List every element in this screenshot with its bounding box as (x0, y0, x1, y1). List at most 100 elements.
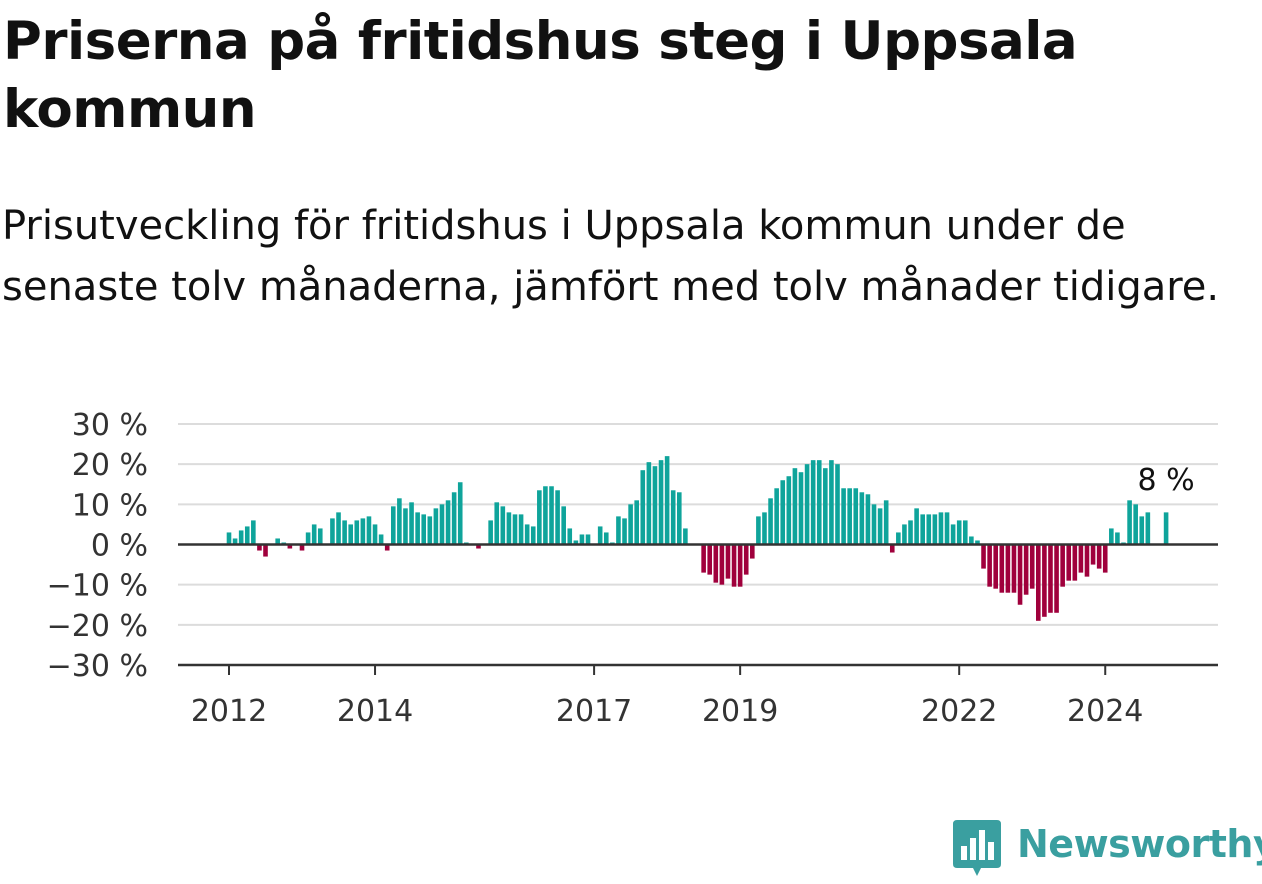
bar (1042, 544, 1047, 617)
latest-value-annotation: 8 % (1138, 463, 1195, 498)
bar (786, 476, 792, 545)
bar (579, 534, 585, 545)
x-tick-label: 2012 (191, 694, 267, 729)
bar (664, 456, 670, 545)
bar (713, 544, 719, 583)
bar (756, 516, 761, 545)
bar (938, 512, 944, 545)
x-axis-labels: 2012 2014 2017 2019 2022 2024 (191, 665, 1143, 729)
bar (372, 524, 378, 545)
bar (859, 492, 865, 545)
y-tick-label: −30 % (47, 649, 148, 684)
bar (445, 500, 451, 545)
bar (914, 508, 919, 545)
bar (707, 544, 713, 575)
bar (969, 536, 974, 545)
bar (348, 524, 353, 545)
bar (585, 534, 591, 545)
bar (993, 544, 999, 589)
bar (555, 490, 560, 545)
bar (920, 514, 925, 545)
bar (305, 532, 311, 545)
chart-subtitle: Prisutveckling för fritidshus i Uppsala … (2, 203, 1220, 310)
bar (725, 544, 731, 579)
bar (457, 482, 463, 545)
bar (561, 506, 566, 545)
bar (1133, 504, 1138, 545)
bar (263, 544, 268, 557)
bar (896, 532, 901, 545)
bar (317, 528, 323, 545)
bar (731, 544, 737, 587)
newsworthy-logo: Newsworthy (951, 818, 1262, 880)
bar (780, 480, 786, 545)
bar (1072, 544, 1078, 581)
bar (257, 544, 262, 551)
bar (762, 512, 767, 545)
bar (1029, 544, 1035, 589)
bar (774, 488, 779, 545)
bar (829, 460, 834, 545)
bar (1005, 544, 1011, 593)
bar (652, 466, 658, 545)
bar (433, 508, 439, 545)
bar (981, 544, 986, 569)
bars (226, 456, 1169, 621)
bar (597, 526, 603, 545)
bar (853, 488, 859, 545)
y-tick-label: −20 % (47, 609, 148, 644)
bar (476, 544, 481, 549)
bar (506, 512, 512, 545)
bar (847, 488, 852, 545)
y-tick-label: −10 % (47, 569, 148, 604)
bar (743, 544, 749, 575)
bar (841, 488, 846, 545)
y-tick-label: 10 % (72, 488, 148, 523)
bar (354, 520, 360, 545)
bar-chart-speech-bubble-icon (953, 820, 1001, 876)
bar (622, 518, 627, 545)
bar (500, 506, 506, 545)
bar (397, 498, 402, 545)
bar (537, 490, 542, 545)
bar (792, 468, 798, 545)
bar (750, 544, 755, 559)
x-tick-label: 2019 (702, 694, 778, 729)
bar (549, 486, 554, 545)
axes (178, 543, 1218, 667)
bar (719, 544, 725, 585)
bar (427, 516, 433, 545)
bar (275, 538, 280, 545)
bar (518, 514, 524, 545)
bar (311, 524, 317, 545)
bar (384, 544, 390, 551)
bar (908, 520, 913, 545)
bar (975, 540, 980, 545)
x-tick-label: 2024 (1067, 694, 1143, 729)
x-tick-label: 2014 (337, 694, 413, 729)
bar (871, 504, 877, 545)
y-tick-label: 20 % (72, 448, 148, 483)
bar (701, 544, 706, 573)
bar (330, 518, 335, 545)
y-tick-label: 0 % (91, 529, 148, 564)
bar (1036, 544, 1041, 621)
bar (451, 492, 457, 545)
bar (238, 530, 244, 545)
bar (603, 532, 609, 545)
bar-chart: 30 %20 %10 %0 %−10 %−20 %−30 % 2012 2014 2… (47, 408, 1218, 729)
brand-name: Newsworthy (1017, 822, 1262, 866)
bar (299, 544, 305, 551)
bar (488, 520, 493, 545)
bar (512, 514, 518, 545)
bar (1017, 544, 1023, 605)
bar (676, 492, 682, 545)
bar (902, 524, 907, 545)
bar (737, 544, 743, 587)
bar (883, 500, 889, 545)
bar (567, 528, 573, 545)
bar (1023, 544, 1029, 595)
annotations: 8 % (1138, 463, 1195, 498)
bar (494, 502, 500, 545)
bar (823, 468, 828, 545)
